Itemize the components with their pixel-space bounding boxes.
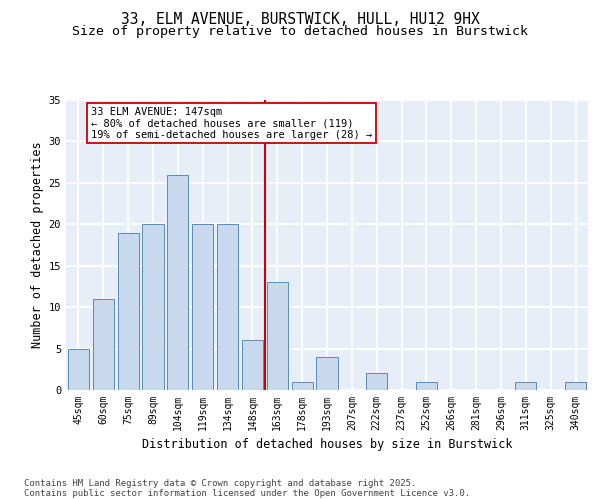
Bar: [118, 232, 139, 390]
Text: 33 ELM AVENUE: 147sqm
← 80% of detached houses are smaller (119)
19% of semi-det: 33 ELM AVENUE: 147sqm ← 80% of detached …: [91, 106, 372, 140]
Bar: [167, 174, 188, 390]
Y-axis label: Number of detached properties: Number of detached properties: [31, 142, 44, 348]
Bar: [192, 224, 213, 390]
Bar: [316, 357, 338, 390]
Bar: [565, 382, 586, 390]
Bar: [267, 282, 288, 390]
Bar: [217, 224, 238, 390]
Bar: [142, 224, 164, 390]
Bar: [515, 382, 536, 390]
Bar: [68, 348, 89, 390]
Bar: [366, 374, 387, 390]
Text: Contains public sector information licensed under the Open Government Licence v3: Contains public sector information licen…: [24, 488, 470, 498]
Bar: [93, 299, 114, 390]
Text: Contains HM Land Registry data © Crown copyright and database right 2025.: Contains HM Land Registry data © Crown c…: [24, 478, 416, 488]
Bar: [292, 382, 313, 390]
Text: Size of property relative to detached houses in Burstwick: Size of property relative to detached ho…: [72, 25, 528, 38]
Text: 33, ELM AVENUE, BURSTWICK, HULL, HU12 9HX: 33, ELM AVENUE, BURSTWICK, HULL, HU12 9H…: [121, 12, 479, 28]
Bar: [242, 340, 263, 390]
X-axis label: Distribution of detached houses by size in Burstwick: Distribution of detached houses by size …: [142, 438, 512, 452]
Bar: [416, 382, 437, 390]
